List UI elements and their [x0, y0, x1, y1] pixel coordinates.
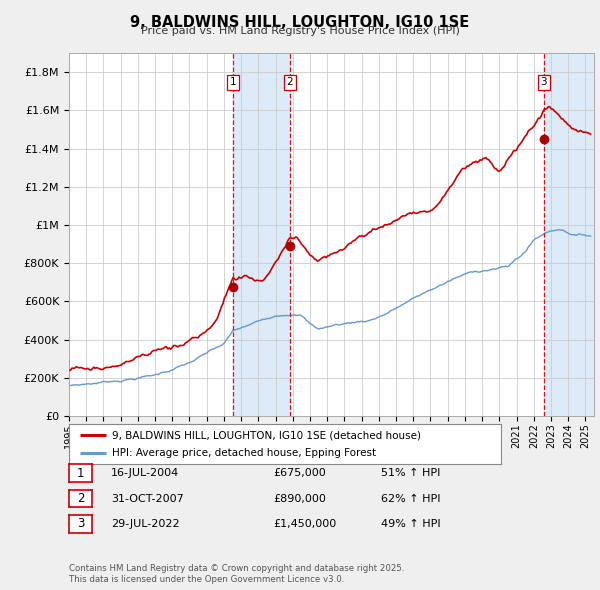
- Text: 3: 3: [541, 77, 547, 87]
- Bar: [544, 53, 594, 416]
- Text: £890,000: £890,000: [273, 494, 326, 503]
- Text: This data is licensed under the Open Government Licence v3.0.: This data is licensed under the Open Gov…: [69, 575, 344, 584]
- Text: Contains HM Land Registry data © Crown copyright and database right 2025.: Contains HM Land Registry data © Crown c…: [69, 565, 404, 573]
- Text: 49% ↑ HPI: 49% ↑ HPI: [381, 519, 440, 529]
- Text: 51% ↑ HPI: 51% ↑ HPI: [381, 468, 440, 478]
- Text: 1: 1: [230, 77, 236, 87]
- Text: 16-JUL-2004: 16-JUL-2004: [111, 468, 179, 478]
- Text: £1,450,000: £1,450,000: [273, 519, 336, 529]
- Text: 31-OCT-2007: 31-OCT-2007: [111, 494, 184, 503]
- Bar: [233, 53, 290, 416]
- Text: 1: 1: [77, 467, 84, 480]
- Text: Price paid vs. HM Land Registry's House Price Index (HPI): Price paid vs. HM Land Registry's House …: [140, 26, 460, 36]
- Text: 62% ↑ HPI: 62% ↑ HPI: [381, 494, 440, 503]
- Text: 9, BALDWINS HILL, LOUGHTON, IG10 1SE: 9, BALDWINS HILL, LOUGHTON, IG10 1SE: [130, 15, 470, 30]
- Text: 9, BALDWINS HILL, LOUGHTON, IG10 1SE (detached house): 9, BALDWINS HILL, LOUGHTON, IG10 1SE (de…: [112, 430, 421, 440]
- Text: 2: 2: [287, 77, 293, 87]
- Text: £675,000: £675,000: [273, 468, 326, 478]
- Text: 2: 2: [77, 492, 84, 505]
- Text: 29-JUL-2022: 29-JUL-2022: [111, 519, 179, 529]
- Text: 3: 3: [77, 517, 84, 530]
- Text: HPI: Average price, detached house, Epping Forest: HPI: Average price, detached house, Eppi…: [112, 448, 376, 458]
